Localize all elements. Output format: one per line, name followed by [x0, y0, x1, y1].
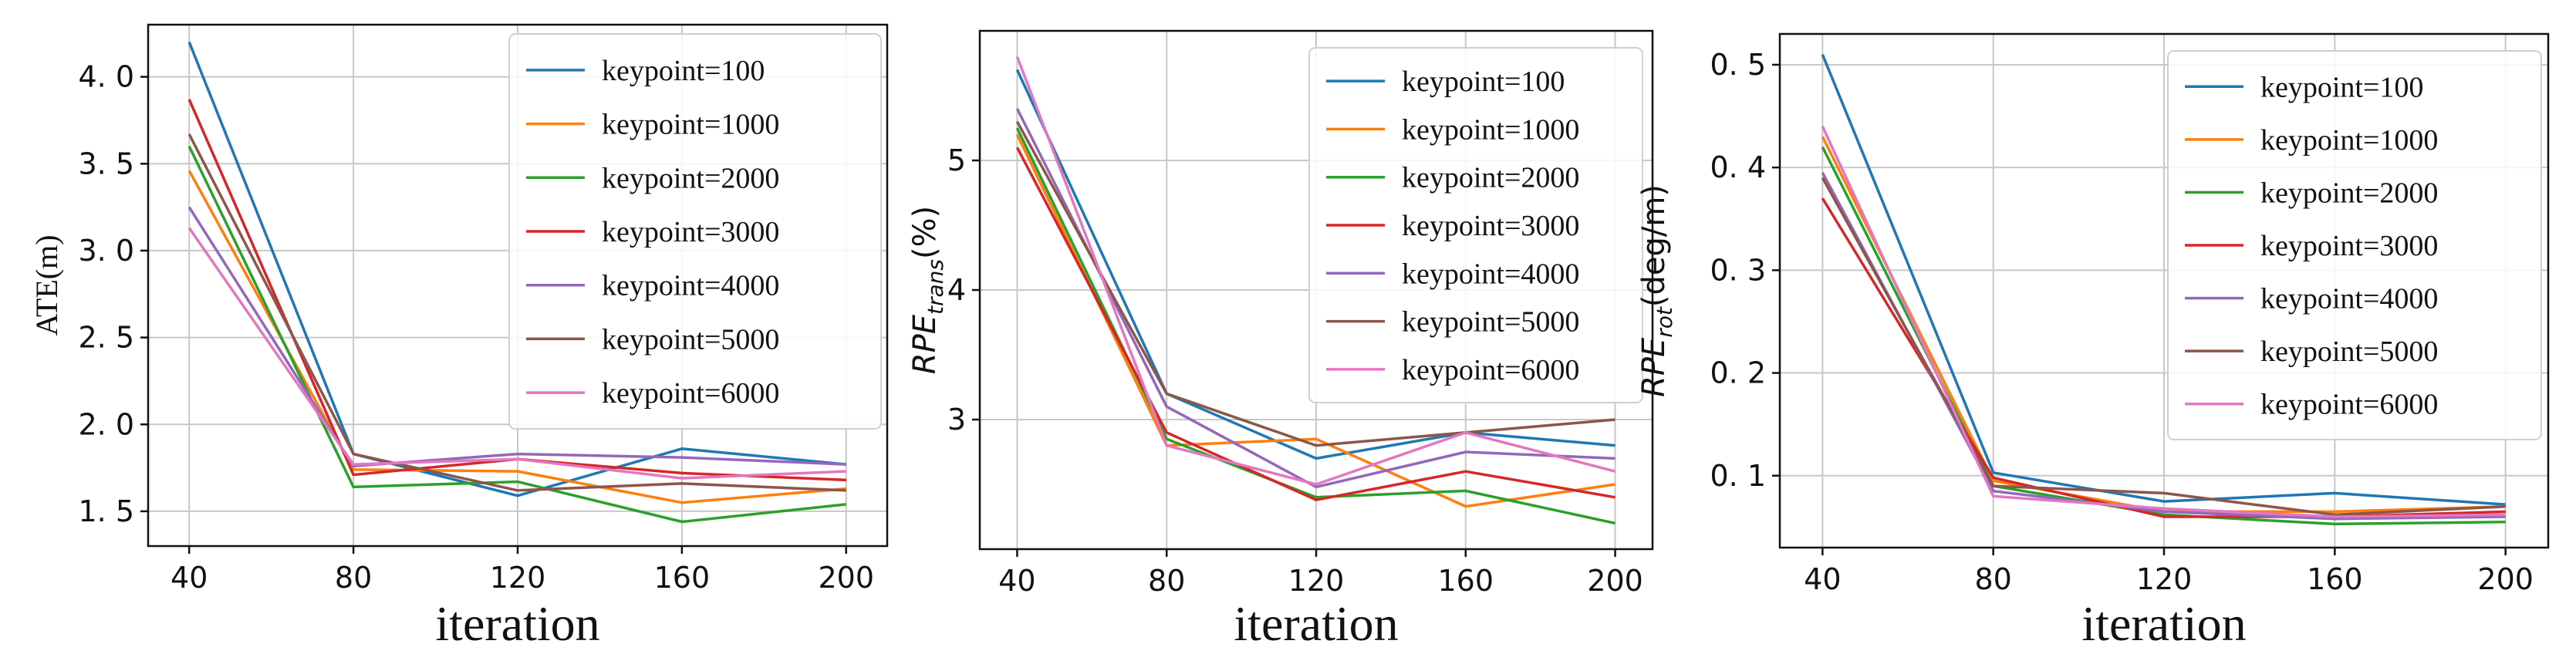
y-tick-label: 0. 4	[1710, 150, 1766, 184]
legend-label: keypoint=5000	[602, 323, 779, 356]
legend-label: keypoint=4000	[2260, 283, 2438, 315]
series-line-keypoint-1000	[187, 170, 846, 504]
legend-label: keypoint=6000	[1402, 354, 1579, 386]
x-axis-label: iteration	[2081, 596, 2246, 651]
x-tick-label: 160	[654, 561, 711, 595]
x-tick-label: 120	[2136, 562, 2193, 596]
x-axis-label: iteration	[435, 596, 599, 651]
x-tick-label: 200	[1587, 564, 1643, 598]
y-tick-label: 3	[947, 403, 966, 437]
legend-box	[2167, 50, 2542, 440]
legend-label: keypoint=2000	[602, 162, 779, 194]
legend: keypoint=100 keypoint=1000 keypoint=2000 ke…	[508, 33, 882, 430]
x-tick-label: 40	[998, 564, 1035, 598]
series-line-keypoint-3000	[1015, 147, 1615, 501]
legend: keypoint=100 keypoint=1000 keypoint=2000 ke…	[2167, 50, 2542, 440]
ate-chart: 40 80 120 160 200 1. 5 2. 0 2. 5 3. 0 3. 5 4. 0 ite…	[29, 23, 889, 651]
y-axis-label: RPErot(deg/m)	[1636, 184, 1677, 397]
series-line-keypoint-4000	[187, 206, 846, 468]
x-tick-label: 120	[1288, 564, 1345, 598]
y-tick-label: 3. 0	[78, 234, 134, 268]
x-tick-label: 80	[335, 561, 372, 595]
legend-box	[508, 33, 882, 430]
y-tick-label: 2. 0	[78, 407, 134, 441]
y-tick-label: 1. 5	[78, 494, 134, 528]
legend-box	[1308, 47, 1643, 403]
y-tick-label: 0. 2	[1710, 356, 1766, 390]
y-tick-label: 4	[947, 273, 966, 307]
x-tick-label: 200	[819, 561, 875, 595]
y-tick-label: 0. 1	[1710, 459, 1766, 493]
legend: keypoint=100 keypoint=1000 keypoint=2000 ke…	[1308, 47, 1643, 403]
y-axis-label: ATE(m)	[29, 234, 64, 336]
rpe-trans-chart: 40 80 120 160 200 3 4 5 iteration RPEtrans(%) keyp…	[907, 29, 1654, 651]
x-tick-label: 120	[490, 561, 546, 595]
legend-label: keypoint=4000	[1402, 258, 1579, 290]
legend-label: keypoint=3000	[2260, 230, 2438, 262]
y-tick-label: 5	[947, 143, 966, 177]
series-line-keypoint-5000	[187, 133, 846, 492]
x-tick-label: 200	[2477, 562, 2534, 596]
legend-label: keypoint=3000	[602, 216, 779, 248]
legend-label: keypoint=1000	[1402, 113, 1579, 146]
series-line-keypoint-4000	[1015, 108, 1615, 489]
series-line-keypoint-100	[187, 41, 846, 497]
legend-label: keypoint=6000	[602, 377, 779, 410]
y-tick-label: 3. 5	[78, 147, 134, 180]
y-tick-label: 0. 5	[1710, 48, 1766, 82]
legend-label: keypoint=4000	[602, 270, 779, 302]
series-line-keypoint-6000	[187, 227, 846, 480]
series-line-keypoint-6000	[1821, 126, 2506, 518]
series-line-keypoint-5000	[1821, 177, 2506, 517]
y-axis-label: RPEtrans(%)	[907, 206, 948, 374]
series-line-keypoint-5000	[1015, 120, 1615, 447]
x-tick-label: 40	[1804, 562, 1841, 596]
legend-label: keypoint=100	[1402, 66, 1565, 98]
x-tick-label: 80	[1974, 562, 2011, 596]
x-tick-label: 80	[1148, 564, 1185, 598]
legend-label: keypoint=2000	[2260, 177, 2438, 209]
x-tick-label: 40	[170, 561, 208, 595]
legend-label: keypoint=3000	[1402, 210, 1579, 242]
series-line-keypoint-100	[1015, 69, 1615, 460]
legend-label: keypoint=100	[602, 55, 765, 87]
y-tick-label: 4. 0	[78, 60, 134, 94]
legend-label: keypoint=5000	[1402, 306, 1579, 339]
series-line-keypoint-6000	[1015, 56, 1616, 486]
series-line-keypoint-100	[1821, 53, 2506, 506]
legend-label: keypoint=5000	[2260, 336, 2438, 368]
x-tick-label: 160	[2307, 562, 2363, 596]
series-line-keypoint-2000	[187, 145, 846, 524]
legend-label: keypoint=2000	[1402, 162, 1579, 194]
legend-label: keypoint=1000	[602, 109, 779, 141]
y-tick-label: 0. 3	[1710, 253, 1766, 287]
y-tick-label: 2. 5	[78, 321, 134, 355]
x-tick-label: 160	[1438, 564, 1494, 598]
legend-label: keypoint=1000	[2260, 124, 2438, 157]
legend-label: keypoint=6000	[2260, 389, 2438, 421]
rpe-rot-chart: 40 80 120 160 200 0. 1 0. 2 0. 3 0. 4 0. 5 iterati…	[1636, 32, 2550, 651]
x-axis-label: iteration	[1234, 596, 1398, 651]
series-line-keypoint-1000	[1015, 133, 1615, 508]
legend-label: keypoint=100	[2260, 71, 2423, 103]
